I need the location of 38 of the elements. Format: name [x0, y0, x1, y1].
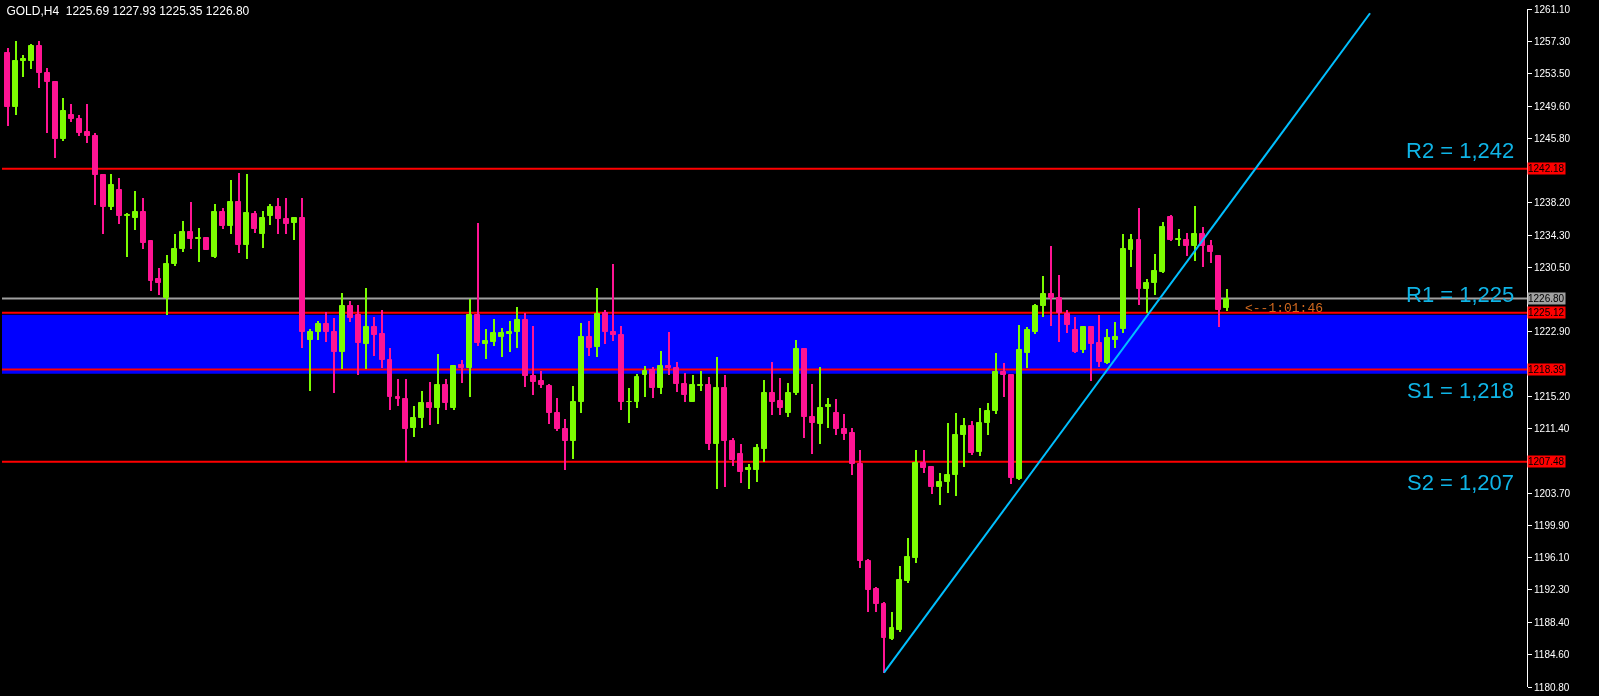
annotation: S1 = 1,218 — [1407, 378, 1515, 403]
ref-line-label: 1226.80 — [1528, 293, 1565, 304]
ref-line-label: 1218.39 — [1528, 364, 1565, 375]
y-tick-label: 1234.30 — [1534, 229, 1571, 241]
candlestick — [124, 213, 130, 257]
y-tick-label: 1245.80 — [1534, 132, 1571, 144]
y-tick-label: 1257.30 — [1534, 35, 1571, 47]
ref-line-label: 1207.48 — [1528, 456, 1565, 467]
annotation: <--1:01:46 — [1245, 301, 1324, 316]
ref-line-label: 1225.12 — [1528, 307, 1565, 318]
y-tick-label: 1188.40 — [1534, 617, 1570, 629]
y-tick-label: 1253.50 — [1534, 67, 1571, 79]
y-tick-label: 1199.90 — [1534, 520, 1570, 532]
candlestick — [825, 398, 831, 428]
y-tick-label: 1222.90 — [1534, 326, 1571, 338]
candlestick — [697, 371, 703, 391]
y-tick-label: 1230.50 — [1534, 261, 1571, 273]
y-tick-label: 1184.60 — [1534, 649, 1570, 661]
y-tick-label: 1261.10 — [1534, 3, 1571, 15]
y-tick-label: 1249.60 — [1534, 100, 1571, 112]
chart-title: GOLD,H4 1225.69 1227.93 1225.35 1226.80 — [6, 4, 250, 19]
y-tick-label: 1238.20 — [1534, 196, 1571, 208]
candlestick — [809, 384, 815, 454]
y-tick-label: 1196.10 — [1534, 552, 1570, 564]
ref-line-label: 1242.18 — [1528, 163, 1565, 174]
y-tick-label: 1215.20 — [1534, 391, 1571, 403]
candlestick — [530, 326, 536, 395]
annotation: S2 = 1,207 — [1407, 470, 1515, 495]
candlestick — [1048, 246, 1054, 326]
candlestick — [665, 332, 671, 375]
y-tick-label: 1203.70 — [1534, 488, 1571, 500]
annotation: R2 = 1,242 — [1406, 138, 1515, 163]
y-tick-label: 1192.30 — [1534, 584, 1570, 596]
candlestick — [195, 228, 201, 262]
candlestick — [610, 264, 616, 341]
y-tick-label: 1211.40 — [1534, 423, 1570, 435]
y-tick-label: 1180.80 — [1534, 681, 1570, 693]
candlestick — [506, 321, 512, 352]
